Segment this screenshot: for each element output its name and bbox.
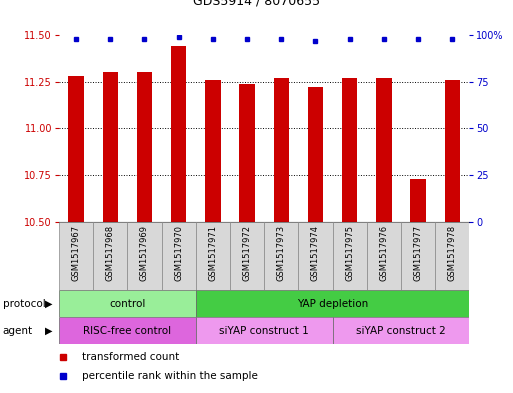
Text: ▶: ▶ [45,325,53,336]
Bar [59,317,196,344]
Text: protocol: protocol [3,299,45,309]
Text: GSM1517969: GSM1517969 [140,225,149,281]
Bar [445,80,460,222]
Bar [93,222,127,290]
Bar [367,222,401,290]
Bar [59,290,196,317]
Bar [240,83,255,222]
Text: GSM1517978: GSM1517978 [448,225,457,281]
Bar [308,87,323,222]
Text: GDS5914 / 8070655: GDS5914 / 8070655 [193,0,320,7]
Text: agent: agent [3,325,33,336]
Bar [230,222,264,290]
Bar [68,76,84,222]
Text: GSM1517970: GSM1517970 [174,225,183,281]
Bar [196,317,332,344]
Bar [299,222,332,290]
Bar [103,72,118,222]
Bar [401,222,435,290]
Text: GSM1517968: GSM1517968 [106,225,115,281]
Bar [332,317,469,344]
Text: GSM1517974: GSM1517974 [311,225,320,281]
Bar [273,78,289,222]
Text: ▶: ▶ [45,299,53,309]
Bar [59,222,93,290]
Text: YAP depletion: YAP depletion [297,299,368,309]
Bar [196,222,230,290]
Text: GSM1517973: GSM1517973 [277,225,286,281]
Bar [332,222,367,290]
Text: GSM1517971: GSM1517971 [208,225,218,281]
Bar [137,72,152,222]
Bar [410,179,426,222]
Text: siYAP construct 1: siYAP construct 1 [220,325,309,336]
Text: GSM1517972: GSM1517972 [243,225,251,281]
Bar [376,78,391,222]
Text: GSM1517975: GSM1517975 [345,225,354,281]
Bar [435,222,469,290]
Text: GSM1517977: GSM1517977 [413,225,423,281]
Text: percentile rank within the sample: percentile rank within the sample [82,371,258,382]
Bar [127,222,162,290]
Text: GSM1517967: GSM1517967 [72,225,81,281]
Bar [162,222,196,290]
Bar [342,78,358,222]
Text: GSM1517976: GSM1517976 [380,225,388,281]
Text: control: control [109,299,146,309]
Bar [171,46,186,222]
Bar [205,80,221,222]
Bar [196,290,469,317]
Text: siYAP construct 2: siYAP construct 2 [356,325,446,336]
Bar [264,222,299,290]
Text: transformed count: transformed count [82,351,179,362]
Text: RISC-free control: RISC-free control [83,325,171,336]
